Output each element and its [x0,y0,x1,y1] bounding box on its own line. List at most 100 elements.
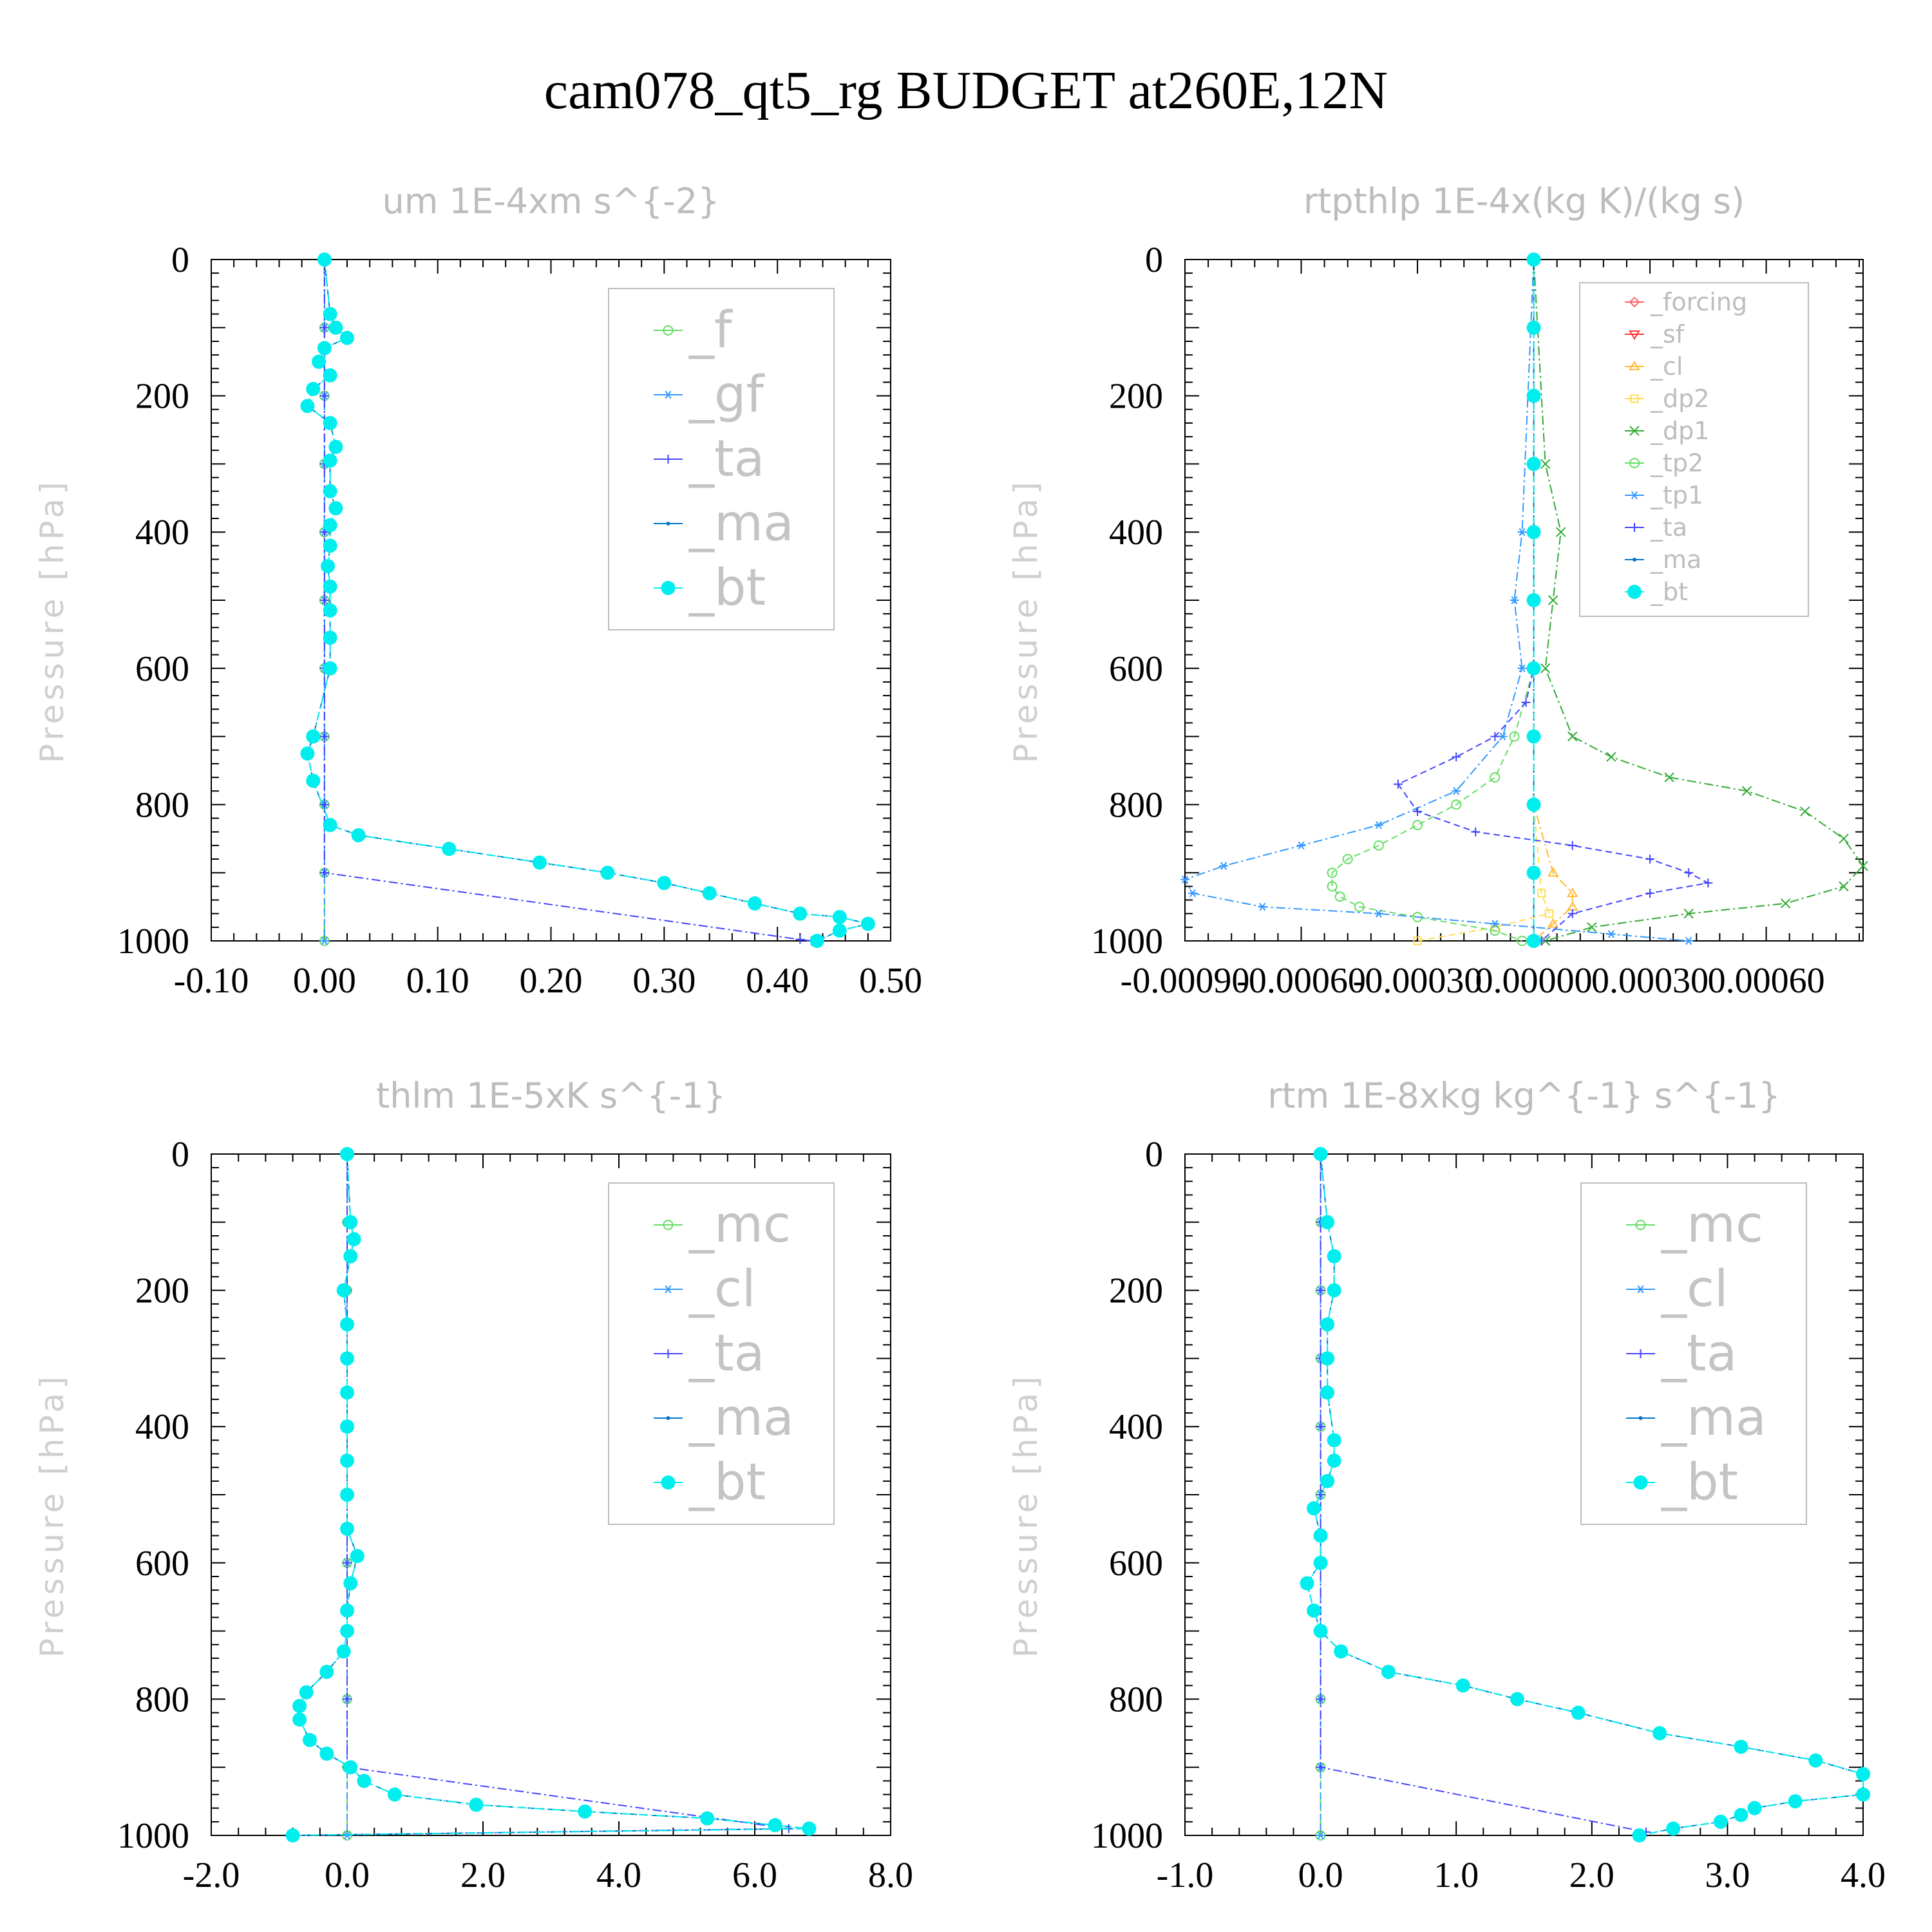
y-tick-label: 1000 [1091,1816,1163,1856]
chart-panel: rtpthlp 1E-4x(kg K)/(kg s) Pressure [hPa]… [1007,181,1868,1001]
data-point [1316,1422,1325,1432]
data-point [346,1232,361,1247]
x-tick-label: -0.00090 [1121,961,1250,1001]
data-point [1606,752,1616,762]
legend-label: _ma [688,1389,794,1447]
y-axis-ticks [211,1153,891,1836]
data-point [319,1665,334,1680]
legend-label: _cl [1661,1260,1728,1318]
data-point [1632,1828,1647,1842]
data-point [1327,1249,1341,1264]
data-point [700,1811,715,1826]
panel-title: thlm 1E-5xK s^{-1} [376,1075,726,1116]
series-group [300,252,875,948]
data-point [1320,1317,1335,1332]
data-point [323,630,337,645]
data-point [1316,1763,1325,1772]
y-tick-label: 1000 [117,1816,189,1856]
data-point [302,1732,317,1747]
data-point [1510,596,1519,605]
x-tick-label: 0.00030 [1591,961,1709,1001]
data-point [323,484,337,498]
data-point [1664,772,1674,782]
y-tick-label: 0 [1145,240,1163,280]
data-point [1452,787,1461,795]
legend-label: _ma [688,495,794,553]
x-tick-label: 0.0 [1298,1855,1343,1895]
data-point [1374,820,1383,829]
y-tick-label: 800 [135,1680,189,1719]
data-point [1320,1473,1335,1488]
data-point [1313,1555,1328,1570]
legend-swatch-marker [1629,458,1640,468]
data-point [1571,1705,1586,1720]
data-point [299,1685,314,1700]
x-tick-label: 0.0 [325,1855,370,1895]
data-point [1510,1692,1524,1707]
data-point [1587,922,1597,933]
data-point [1320,1351,1335,1366]
chart-panel: um 1E-4xm s^{-2} Pressure [hPa] 0 200 400 600… [33,181,922,1001]
data-point [1526,866,1541,880]
data-point [1342,854,1353,865]
data-point [442,842,457,857]
legend-label: _forcing [1650,288,1747,316]
data-point [351,828,366,843]
x-tick-label: 0.40 [746,961,809,1001]
data-point [1526,320,1541,335]
data-point [1219,862,1229,870]
data-point [600,866,615,880]
data-point [306,729,321,744]
data-point [1381,1665,1396,1680]
data-point [1490,920,1500,928]
data-point [1296,841,1306,850]
data-point [323,603,337,618]
data-point [1307,1603,1321,1618]
data-point [802,1821,817,1836]
data-point [1526,388,1541,403]
data-point [1526,252,1541,267]
legend-swatch-marker [1629,296,1640,308]
y-tick-label: 600 [1109,649,1163,689]
data-point [1684,868,1694,878]
data-point [1839,833,1849,844]
data-point [1856,1787,1870,1802]
data-point [319,868,329,878]
legend: _forcing _sf _cl _dp2 _dp1 _tp2 _tp1 _ta _ma _bt [1579,282,1809,617]
data-point [328,501,343,516]
data-point [340,1351,354,1366]
legend-label: _sf [1650,320,1685,348]
data-point [336,1283,351,1298]
data-point [319,391,329,401]
data-point [319,596,329,605]
data-point [1526,729,1541,744]
data-point [1517,528,1527,536]
data-point [340,1147,354,1161]
data-point [1703,878,1713,888]
y-tick-label: 800 [1109,785,1163,825]
data-point [532,855,547,870]
data-point [323,368,337,383]
data-point [1567,909,1577,918]
data-point [1451,799,1462,810]
data-point [319,732,329,741]
data-point [1517,664,1527,672]
x-tick-label: 0.00 [293,961,356,1001]
data-point [832,909,847,924]
y-axis-ticks [1185,259,1863,942]
data-point [795,934,805,944]
data-point [306,773,321,788]
data-point [1666,1821,1681,1836]
y-axis-ticks [1185,1153,1863,1836]
data-point [343,1831,352,1840]
legend-swatch-marker [1638,1416,1643,1420]
data-point [578,1804,592,1819]
data-point [319,323,329,332]
y-axis-label: Pressure [hPa] [1007,478,1045,763]
data-point [343,1215,358,1229]
data-point [1788,1794,1803,1809]
y-axis-ticks [211,259,891,942]
data-point [323,818,337,833]
data-point [1808,1753,1823,1768]
data-point [1734,1808,1748,1823]
